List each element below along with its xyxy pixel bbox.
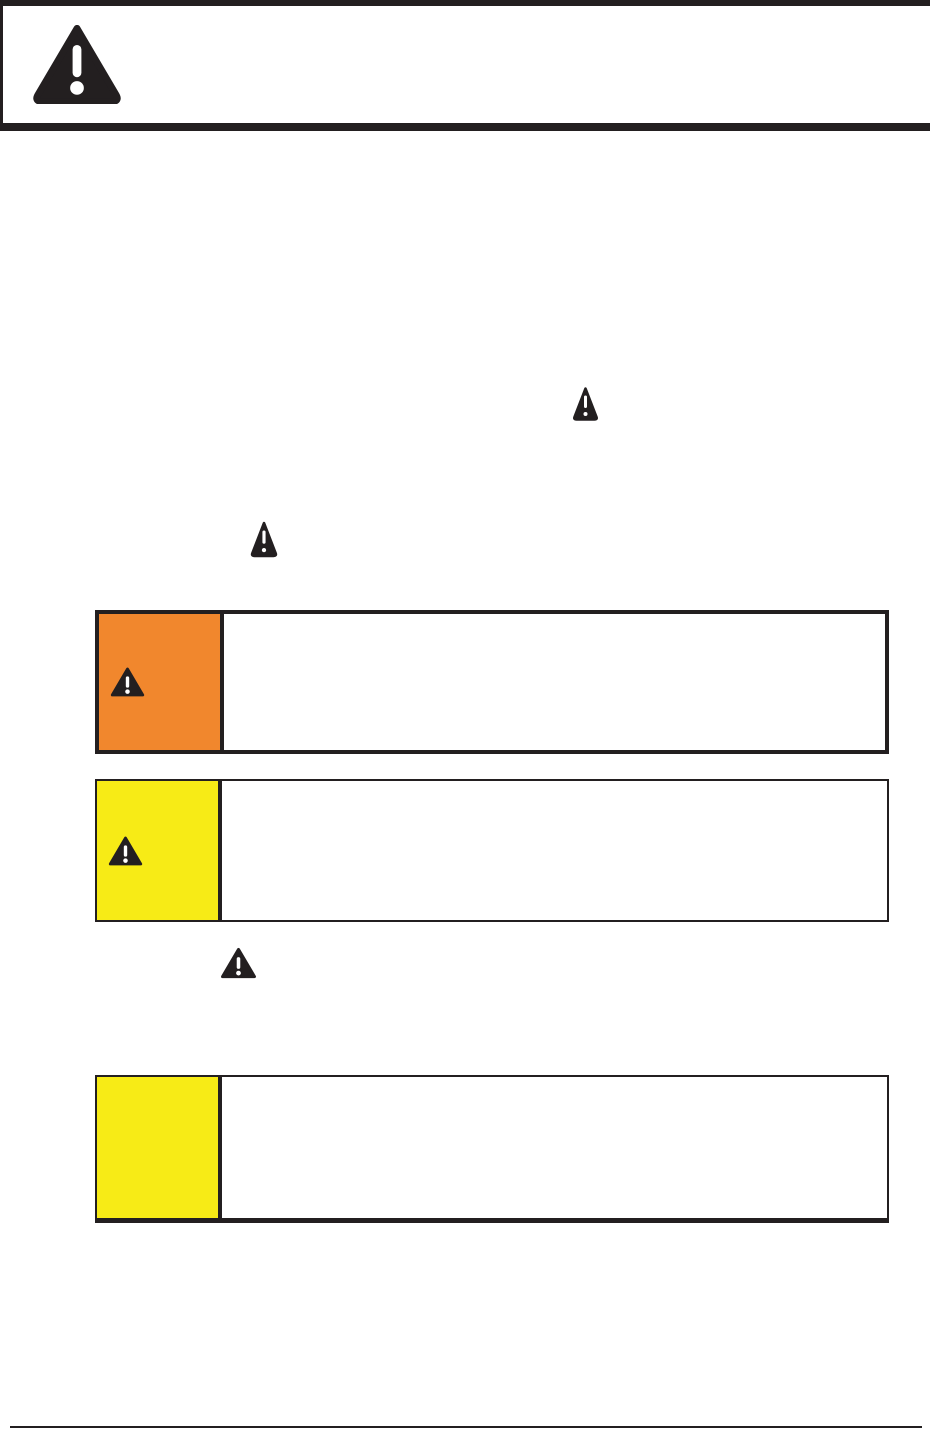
caution-callout-box	[95, 779, 889, 922]
page-top-border	[0, 0, 930, 6]
warning-triangle-icon	[33, 25, 121, 104]
footer-rule	[10, 1426, 922, 1428]
callout-color-panel	[99, 614, 224, 750]
warning-triangle-icon	[220, 947, 257, 979]
warning-callout-box	[95, 610, 889, 754]
page-left-border	[0, 0, 3, 131]
warning-triangle-icon	[572, 385, 599, 423]
header-rule	[0, 123, 930, 131]
callout-color-panel	[97, 781, 222, 920]
callout-body	[222, 1077, 887, 1218]
callout-body	[224, 614, 885, 750]
warning-triangle-icon	[110, 667, 145, 698]
warning-triangle-icon	[108, 835, 143, 866]
caution-callout-box	[95, 1075, 889, 1223]
warning-triangle-icon	[249, 521, 279, 558]
callout-color-panel	[97, 1077, 222, 1218]
callout-body	[222, 781, 887, 920]
